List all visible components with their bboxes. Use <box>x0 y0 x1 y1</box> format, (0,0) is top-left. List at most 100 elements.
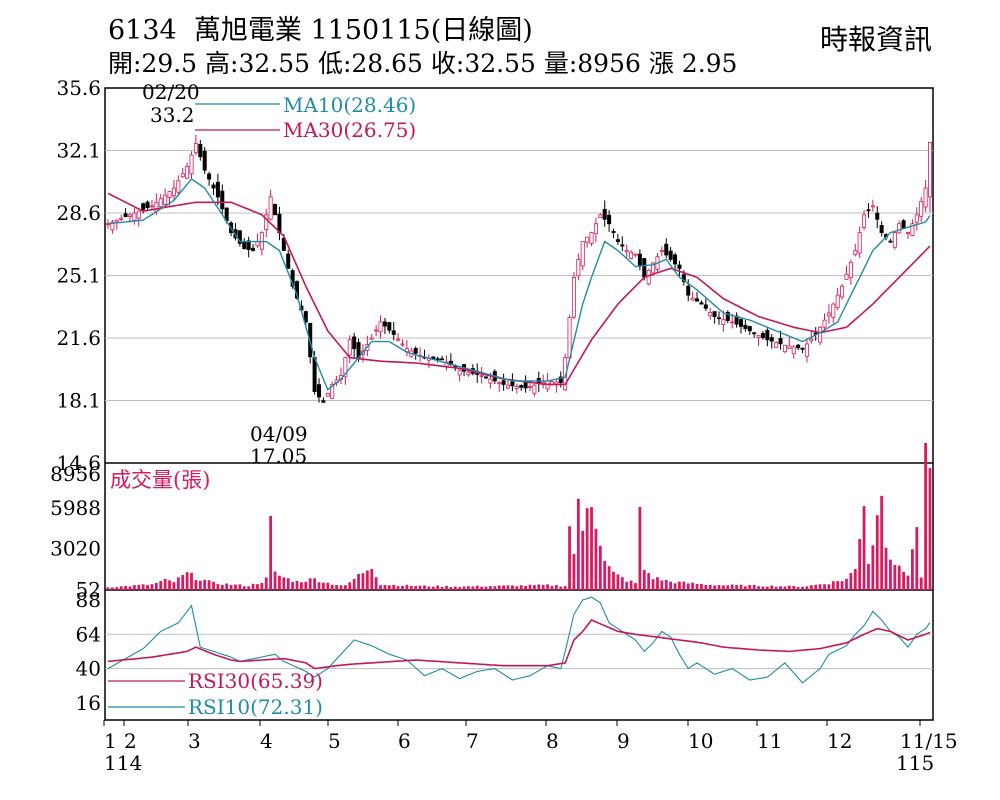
volume-bar <box>480 586 484 590</box>
candle-body <box>835 294 840 308</box>
volume-bar <box>431 586 435 590</box>
volume-bar <box>321 582 325 590</box>
volume-bar <box>207 580 211 590</box>
high-annotation-date: 02/20 <box>142 80 200 104</box>
volume-bar <box>884 547 888 590</box>
volume-bar <box>383 584 387 590</box>
candle-body <box>220 190 225 210</box>
volume-bar <box>458 587 462 590</box>
candle-body <box>136 210 141 219</box>
candle-body <box>501 380 506 385</box>
volume-bar <box>739 584 743 590</box>
x-tick-label: 7 <box>466 729 479 753</box>
data-source: 時報資訊 <box>819 23 932 56</box>
volume-bar <box>717 585 721 590</box>
candle-body <box>910 223 915 236</box>
volume-bar <box>827 584 831 590</box>
volume-bar <box>405 584 409 590</box>
volume-bar <box>273 571 277 590</box>
candle-body <box>369 337 374 340</box>
volume-bar <box>445 585 448 590</box>
volume-bar <box>304 581 308 590</box>
volume-bar <box>867 563 870 590</box>
price-tick-label: 14.6 <box>56 451 101 475</box>
chart-title: 6134 萬旭電業 1150115(日線圖) <box>108 8 533 47</box>
candle-body <box>479 375 484 377</box>
candle-body <box>488 378 493 384</box>
candle-body <box>189 154 194 175</box>
volume-bar <box>814 584 818 590</box>
candle-body <box>651 262 656 274</box>
volume-bar <box>154 582 158 590</box>
volume-bar <box>291 581 295 590</box>
candle-body <box>607 214 612 225</box>
volume-bar <box>528 584 532 590</box>
candle-body <box>506 384 511 389</box>
candle-body <box>712 311 717 317</box>
volume-bar <box>576 498 580 590</box>
volume-bar <box>880 495 884 590</box>
volume-bar <box>163 578 167 590</box>
candle-body <box>413 348 418 354</box>
candle-body <box>848 262 853 278</box>
rsi-tick-label: 16 <box>76 691 101 715</box>
volume-bar <box>704 585 708 590</box>
candle-body <box>207 173 212 180</box>
volume-bar <box>656 577 659 590</box>
volume-bar <box>242 586 246 590</box>
candle-body <box>387 322 392 331</box>
candle-body <box>585 236 590 243</box>
candle-body <box>800 347 805 350</box>
volume-bar <box>647 573 651 590</box>
candle-body <box>141 203 146 210</box>
rsi-panel: RSI30(65.39)RSI10(72.31) <box>107 596 931 719</box>
volume-bar <box>616 574 620 590</box>
candle-body <box>765 329 770 341</box>
candle-body <box>602 208 607 220</box>
volume-bar <box>673 583 677 590</box>
volume-bar <box>730 584 734 590</box>
candle-body <box>532 384 537 394</box>
volume-bar <box>379 585 382 590</box>
quote-summary: 開:29.5 高:32.55 低:28.65 收:32.55 量:8956 漲 … <box>108 49 738 78</box>
volume-bar <box>831 581 835 590</box>
candle-body <box>378 321 383 333</box>
volume-bar <box>137 584 141 590</box>
volume-bar <box>190 572 193 590</box>
volume-bar <box>146 585 149 590</box>
candle-body <box>180 173 185 178</box>
candle-body <box>400 343 405 346</box>
candle-body <box>484 376 489 379</box>
volume-bar <box>546 584 549 590</box>
volume-bar <box>906 575 910 590</box>
candle-body <box>923 187 928 208</box>
candle-body <box>857 232 862 254</box>
candle-body <box>620 244 625 247</box>
candle-body <box>149 205 154 208</box>
ma10-legend-label: MA10(28.46) <box>283 93 416 117</box>
volume-bar <box>792 586 796 590</box>
volume-bar <box>300 582 303 590</box>
candle-body <box>145 201 150 209</box>
volume-bar <box>225 583 229 590</box>
volume-bar <box>911 549 914 590</box>
candle-body <box>132 212 137 221</box>
price-tick-label: 32.1 <box>56 139 101 163</box>
volume-bar <box>449 587 453 590</box>
candle-body <box>822 319 827 328</box>
candle-body <box>457 369 462 376</box>
volume-bar <box>159 580 163 590</box>
volume-bar <box>691 582 695 590</box>
candle-body <box>281 237 286 251</box>
candle-body <box>791 346 796 355</box>
volume-bar <box>348 582 352 590</box>
candle-body <box>246 240 251 251</box>
volume-bar <box>743 586 747 590</box>
volume-bar <box>401 585 404 590</box>
volume-tick-label: 52 <box>76 577 101 601</box>
candle-body <box>554 381 559 385</box>
candle-body <box>497 382 502 385</box>
volume-bar <box>335 584 338 590</box>
volume-bar <box>462 586 466 590</box>
candle-body <box>519 385 524 388</box>
